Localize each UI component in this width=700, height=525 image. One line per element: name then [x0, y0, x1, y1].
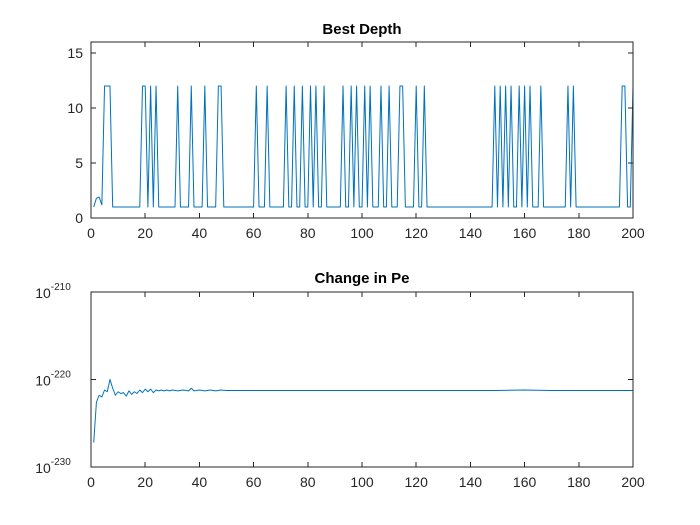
x-tick-label: 60	[246, 225, 262, 241]
chart-change-in-pe: Change in Pe 0 20 40 60 80 100 120 140 160 180 200…	[35, 270, 645, 490]
y-tick-label: 10-210	[35, 282, 71, 301]
x-tick-label: 160	[513, 225, 537, 241]
x-tick-label: 40	[192, 225, 208, 241]
x-tick-label: 180	[567, 225, 591, 241]
x-tick-label: 140	[459, 474, 483, 490]
chart-title-best-depth: Best Depth	[322, 21, 401, 38]
x-tick-label: 100	[350, 225, 374, 241]
x-tick-label: 100	[350, 474, 374, 490]
x-tick-label: 20	[137, 225, 153, 241]
x-tick-label: 200	[621, 474, 645, 490]
axes-box-change-in-pe	[90, 291, 634, 468]
x-tick-label: 40	[192, 474, 208, 490]
y-tick-label-base: 10	[35, 285, 51, 301]
y-tick-label: 15	[67, 45, 83, 61]
x-tick-label: 80	[300, 474, 316, 490]
y-tick-label-base: 10	[35, 373, 51, 389]
x-tick-label: 180	[567, 474, 591, 490]
x-tick-label: 20	[137, 474, 153, 490]
x-tick-label: 0	[87, 474, 95, 490]
y-tick-label-exponent: -220	[51, 370, 71, 381]
x-tick-label: 60	[246, 474, 262, 490]
x-tick-label: 160	[513, 474, 537, 490]
series-line-best-depth	[93, 85, 634, 208]
y-ticks-best-depth: 0 5 10 15	[67, 45, 633, 226]
x-tick-label: 80	[300, 225, 316, 241]
series-line-change-in-pe	[93, 379, 633, 443]
y-tick-label: 0	[75, 210, 83, 226]
y-tick-label: 5	[75, 155, 83, 171]
y-tick-label-exponent: -230	[51, 457, 71, 468]
y-tick-label: 10	[67, 100, 83, 116]
x-tick-label: 120	[405, 225, 429, 241]
x-ticks-change-in-pe: 0 20 40 60 80 100 120 140 160 180 200	[87, 292, 645, 490]
x-tick-label: 140	[459, 225, 483, 241]
y-tick-label-base: 10	[35, 460, 51, 476]
x-tick-label: 0	[87, 225, 95, 241]
y-tick-label-exponent: -210	[51, 282, 71, 293]
chart-best-depth: Best Depth 0 20 40 60 80 100 120 140 160 180 200 0…	[67, 21, 644, 241]
chart-title-change-in-pe: Change in Pe	[314, 270, 409, 287]
y-tick-label: 10-220	[35, 370, 71, 389]
x-tick-label: 200	[621, 225, 645, 241]
y-tick-label: 10-230	[35, 457, 71, 476]
x-tick-label: 120	[405, 474, 429, 490]
x-ticks-best-depth: 0 20 40 60 80 100 120 140 160 180 200	[87, 42, 645, 241]
